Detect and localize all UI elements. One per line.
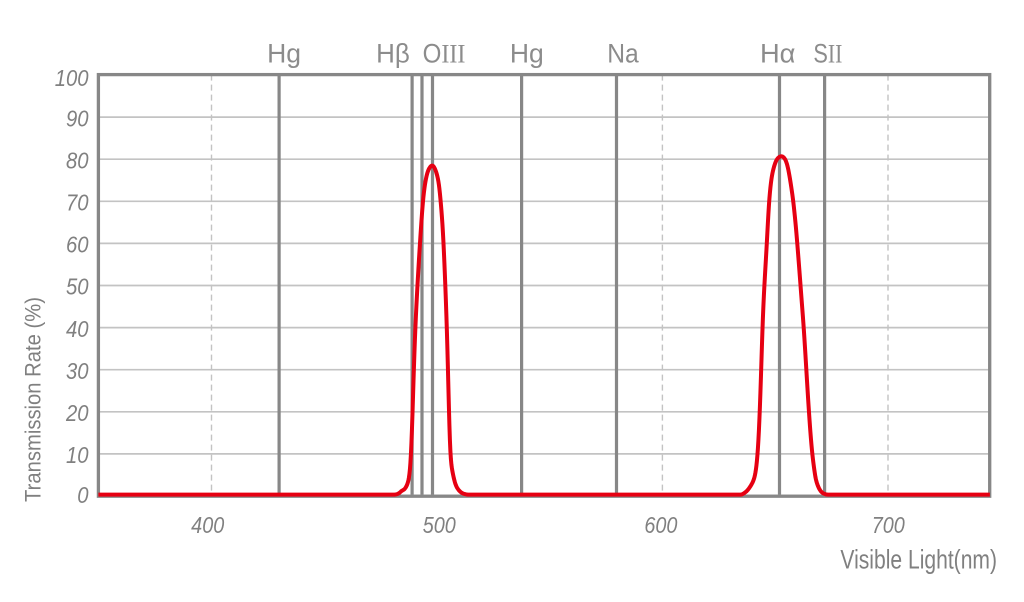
svg-text:Hg: Hg [267,38,301,68]
svg-text:0: 0 [77,482,88,509]
svg-text:100: 100 [55,65,89,92]
svg-text:30: 30 [66,358,89,385]
svg-text:40: 40 [66,315,89,342]
svg-text:50: 50 [66,273,89,300]
svg-text:60: 60 [66,231,89,258]
svg-text:90: 90 [66,105,89,132]
svg-text:OIII: OIII [423,39,466,68]
svg-text:Hα: Hα [760,39,795,69]
svg-text:500: 500 [423,511,456,538]
svg-text:80: 80 [66,147,89,174]
svg-text:700: 700 [872,511,905,538]
svg-text:Visible Light(nm): Visible Light(nm) [840,545,997,575]
svg-text:SII: SII [813,39,842,69]
svg-text:10: 10 [66,442,89,469]
svg-text:Na: Na [607,40,639,69]
svg-text:600: 600 [644,511,677,538]
svg-text:Hg: Hg [510,38,544,68]
svg-text:70: 70 [66,189,89,216]
svg-text:400: 400 [191,511,224,538]
svg-text:20: 20 [65,400,88,427]
svg-text:Hβ: Hβ [376,38,410,68]
svg-text:Transmission Rate (%): Transmission Rate (%) [22,297,46,502]
